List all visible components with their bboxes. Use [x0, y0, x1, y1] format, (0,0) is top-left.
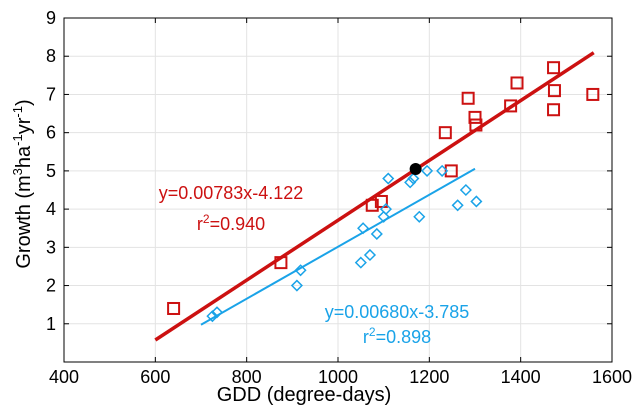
red-square-point: [444, 164, 458, 178]
y-label-text: ): [13, 99, 35, 106]
blue-diamond-point: [420, 164, 434, 177]
x-axis-label: GDD (degree-days): [217, 384, 392, 406]
r2-superscript: 2: [369, 325, 376, 339]
blue-diamond-point: [436, 164, 449, 177]
y-label-text: ha: [13, 145, 35, 168]
blue-equation-label: y=0.00680x-3.785: [325, 302, 470, 322]
x-tick-label: 1200: [409, 367, 449, 387]
blue-diamond-point: [370, 227, 383, 241]
blue-diamond-point: [354, 256, 367, 269]
y-tick-label: 7: [46, 84, 56, 104]
blue-diamond-point: [470, 195, 483, 208]
y-label-superscript: -1: [10, 106, 25, 118]
red-square-point: [374, 194, 388, 208]
blue-diamond-point: [451, 199, 464, 212]
y-label-text: yr: [13, 117, 35, 134]
y-tick-label: 8: [46, 46, 56, 66]
axis-ticks: 400 600 800 1000 1200 1400 1600 1 2 3 4 5 6 7 8 9: [46, 8, 632, 387]
y-tick-label: 1: [46, 314, 56, 334]
blue-diamond-point: [290, 279, 303, 292]
red-square-point: [586, 87, 600, 101]
red-square-point: [461, 91, 475, 105]
red-square-point: [438, 126, 452, 140]
r2-symbol: r: [363, 327, 369, 347]
blue-diamond-point: [357, 222, 370, 235]
red-square-point: [274, 256, 288, 270]
r2-value: =0.940: [210, 214, 266, 234]
y-tick-label: 3: [46, 237, 56, 257]
red-square-point: [365, 198, 379, 212]
blue-fit-line: [200, 167, 476, 326]
blue-diamond-point: [379, 203, 393, 216]
r2-symbol: r: [197, 214, 203, 234]
y-tick-label: 5: [46, 161, 56, 181]
blue-r2-label: r2=0.898: [363, 325, 431, 347]
red-square-point: [468, 110, 482, 124]
red-fit-line: [154, 51, 595, 342]
x-tick-label: 400: [49, 367, 79, 387]
x-tick-label: 1000: [318, 367, 358, 387]
x-tick-label: 1400: [501, 367, 541, 387]
x-tick-label: 600: [140, 367, 170, 387]
blue-diamond-point: [294, 264, 307, 277]
highlight-point: [409, 162, 422, 175]
blue-diamond-point: [363, 248, 377, 262]
y-label-superscript: 3: [10, 168, 25, 175]
r2-superscript: 2: [203, 212, 210, 226]
y-tick-label: 4: [46, 199, 56, 219]
r2-value: =0.898: [376, 327, 432, 347]
red-square-point: [167, 301, 181, 315]
y-tick-label: 2: [46, 276, 56, 296]
blue-diamond-point: [413, 210, 426, 223]
y-tick-label: 9: [46, 8, 56, 28]
red-square-point: [547, 84, 561, 98]
red-square-point: [504, 99, 518, 113]
red-square-point: [469, 118, 483, 132]
red-r2-label: r2=0.940: [197, 212, 265, 234]
y-axis-label: Growth (m3ha-1yr-1): [10, 99, 35, 268]
y-label-superscript: -1: [10, 134, 25, 146]
y-tick-label: 6: [46, 123, 56, 143]
blue-diamond-point: [382, 172, 395, 185]
red-equation-label: y=0.00783x-4.122: [159, 183, 304, 203]
blue-diamond-point: [210, 306, 224, 319]
red-square-point: [510, 76, 524, 90]
y-label-text: Growth (m: [13, 175, 35, 268]
blue-diamond-point: [206, 310, 219, 323]
blue-diamond-point: [404, 176, 417, 189]
red-square-point: [547, 103, 561, 117]
red-square-point: [547, 61, 561, 75]
x-tick-label: 800: [232, 367, 262, 387]
blue-diamond-point: [377, 210, 390, 223]
grid: [63, 17, 613, 362]
blue-diamond-point: [407, 172, 420, 185]
annotations: y=0.00783x-4.122r2=0.940y=0.00680x-3.785…: [159, 183, 470, 347]
x-tick-label: 1600: [592, 367, 632, 387]
regression-lines: [154, 51, 595, 342]
data-points: [167, 61, 600, 323]
blue-diamond-point: [459, 183, 472, 197]
